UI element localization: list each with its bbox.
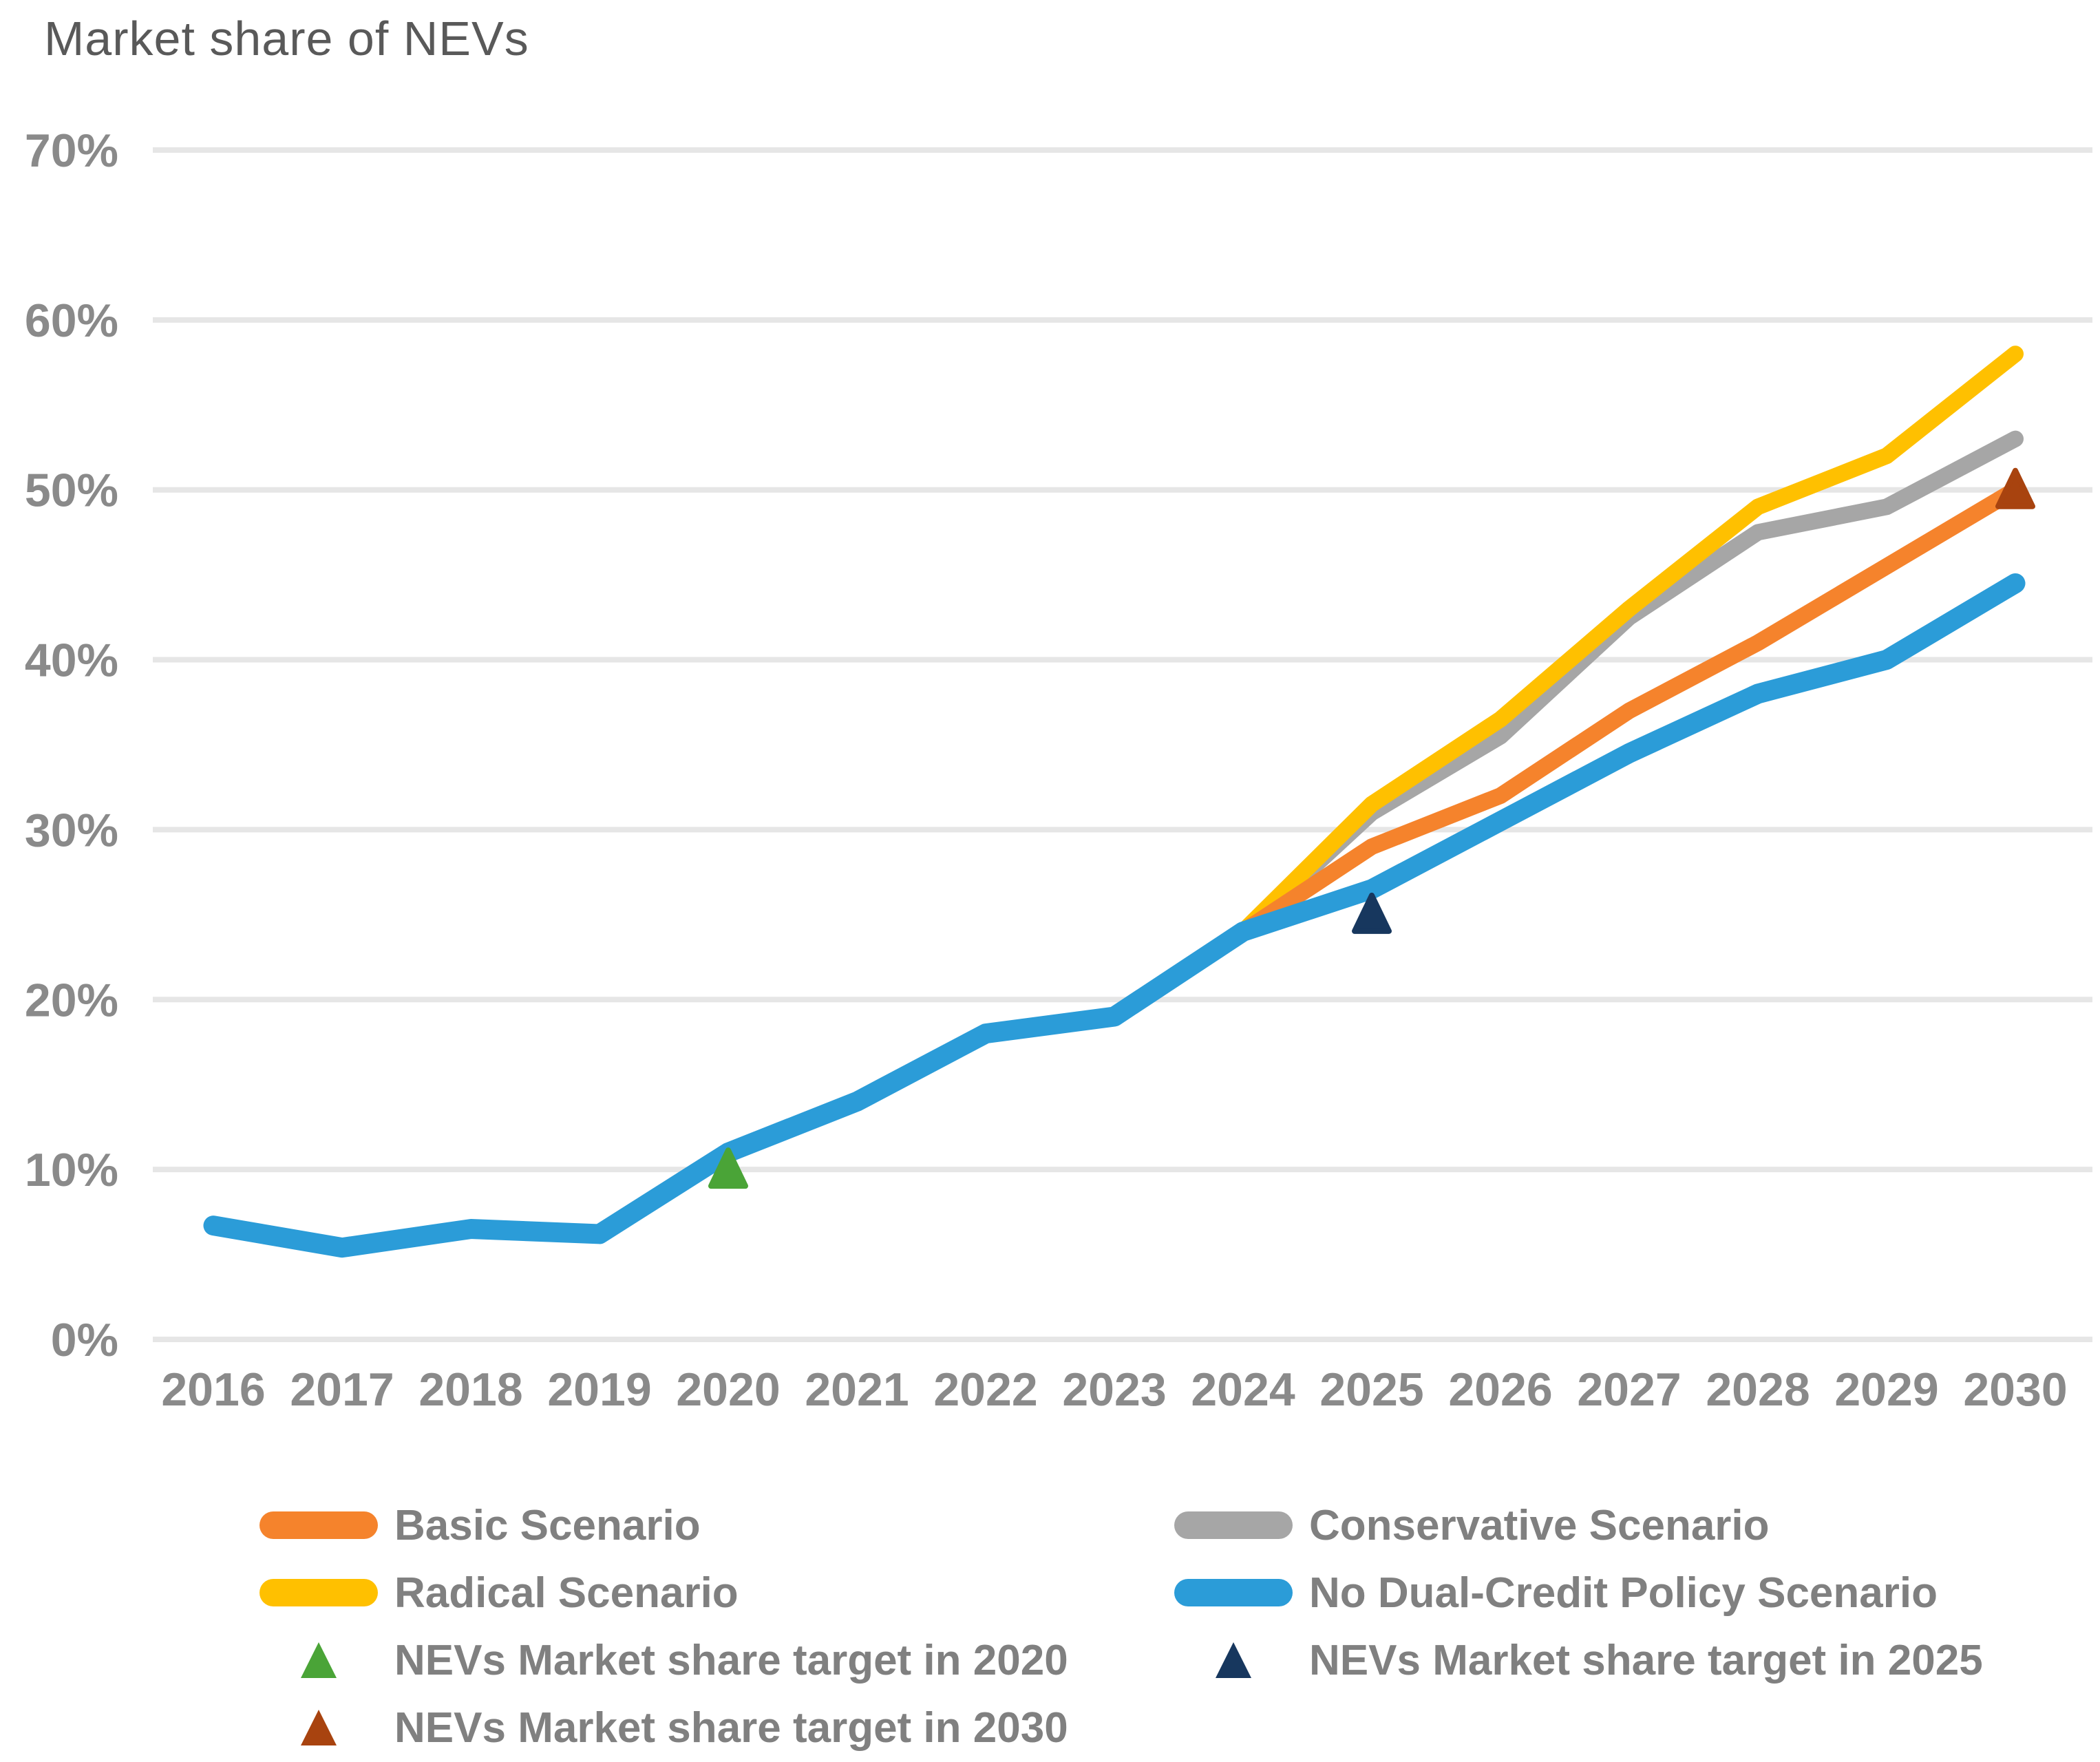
y-axis-tick-label: 10% (25, 1144, 118, 1196)
x-axis-tick-label: 2020 (676, 1363, 780, 1416)
x-axis-tick-label: 2027 (1577, 1363, 1681, 1416)
legend-item-radical-scenario: Radical Scenario (259, 1559, 1068, 1626)
target-2020-triangle-icon (301, 1642, 337, 1678)
x-axis-tick-label: 2023 (1062, 1363, 1166, 1416)
target-marker-2030 (1995, 467, 2035, 509)
legend-item-basic-scenario: Basic Scenario (259, 1492, 1068, 1559)
basic-scenario-line-swatch (259, 1511, 378, 1539)
legend-label: No Dual-Credit Policy Scenario (1309, 1569, 1938, 1617)
x-axis-tick-label: 2026 (1448, 1363, 1552, 1416)
x-axis-tick-label: 2018 (418, 1363, 522, 1416)
legend-item-conservative-scenario: Conservative Scenario (1174, 1492, 1983, 1559)
legend-item-target-2030: NEVs Market share target in 2030 (259, 1694, 1068, 1761)
conservative-scenario-line-swatch (1174, 1511, 1293, 1539)
chart-plot-area: 0% 10% 20% 30% 40% 50% 60% 70% 2016 2017 2018 2019 2… (25, 125, 2092, 1416)
y-axis-tick-label: 40% (25, 635, 118, 687)
target-2030-triangle-icon (301, 1710, 337, 1745)
y-axis-tick-label: 30% (25, 804, 118, 856)
series-line-no-dual-credit-policy-scenario (203, 573, 2026, 1258)
series-line-conservative-scenario (205, 430, 2024, 1256)
y-axis-tick-label: 50% (25, 465, 118, 517)
x-axis-tick-label: 2019 (547, 1363, 651, 1416)
legend-label: Basic Scenario (394, 1501, 701, 1549)
legend-label: NEVs Market share target in 2020 (394, 1636, 1068, 1684)
x-axis-tick-label: 2022 (933, 1363, 1037, 1416)
y-axis-tick-label: 0% (51, 1314, 118, 1366)
target-2025-triangle-icon (1216, 1642, 1251, 1678)
x-axis-tick-label: 2016 (161, 1363, 265, 1416)
legend-label: NEVs Market share target in 2030 (394, 1703, 1068, 1752)
x-axis-tick-label: 2029 (1834, 1363, 1938, 1416)
y-axis-tick-label: 60% (25, 295, 118, 347)
legend-left-column: Basic Scenario Radical Scenario NEVs Mar… (259, 1492, 1068, 1761)
x-axis-tick-label: 2025 (1319, 1363, 1423, 1416)
legend-item-target-2020: NEVs Market share target in 2020 (259, 1626, 1068, 1694)
target-marker-2025 (1352, 892, 1392, 934)
legend-label: NEVs Market share target in 2025 (1309, 1636, 1983, 1684)
y-axis-tick-label: 70% (25, 125, 118, 177)
y-axis-tick-label: 20% (25, 974, 118, 1026)
series-line-basic-scenario (205, 481, 2024, 1256)
x-axis-tick-label: 2021 (805, 1363, 909, 1416)
x-axis-tick-label: 2028 (1706, 1363, 1810, 1416)
x-axis-tick-label: 2024 (1191, 1363, 1295, 1416)
x-axis-tick-label: 2017 (290, 1363, 394, 1416)
radical-scenario-line-swatch (259, 1579, 378, 1606)
chart-title: Market share of NEVs (44, 12, 529, 65)
target-marker-2020 (708, 1147, 748, 1189)
legend-right-column: Conservative Scenario No Dual-Credit Pol… (1174, 1492, 1983, 1694)
no-dual-credit-line-swatch (1174, 1579, 1293, 1606)
x-axis-tick-label: 2030 (1963, 1363, 2067, 1416)
legend-item-no-dual-credit-scenario: No Dual-Credit Policy Scenario (1174, 1559, 1983, 1626)
legend-item-target-2025: NEVs Market share target in 2025 (1174, 1626, 1983, 1694)
legend-label: Conservative Scenario (1309, 1501, 1770, 1549)
legend-label: Radical Scenario (394, 1569, 739, 1617)
